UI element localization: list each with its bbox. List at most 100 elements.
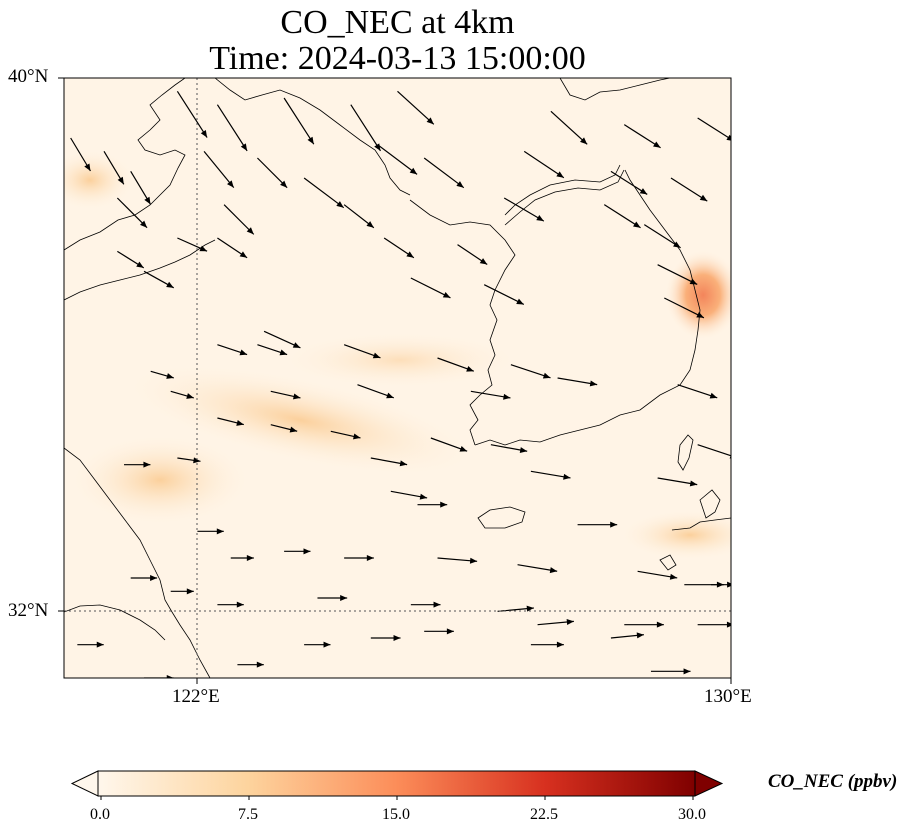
border-northkorea: [504, 169, 625, 226]
chart-title: CO_NEC at 4km: [280, 4, 515, 41]
wind-vector: [390, 490, 428, 500]
wind-vector: [530, 641, 564, 648]
wind-vector: [270, 390, 301, 400]
wind-vector: [170, 588, 194, 595]
wind-vector: [230, 555, 254, 561]
wind-vector: [710, 581, 731, 588]
island-kyushu: [699, 489, 721, 519]
co-patch-southeast: [620, 510, 731, 560]
coastline-korea-north: [504, 164, 621, 216]
wind-vector: [650, 668, 691, 675]
wind-vector: [343, 344, 381, 359]
coastline-northeast: [559, 78, 671, 101]
wind-vector: [170, 390, 194, 399]
wind-vector: [357, 682, 387, 688]
wind-vector: [503, 197, 545, 222]
wind-vector: [517, 564, 558, 574]
wind-vector: [483, 284, 525, 306]
wind-vector: [624, 621, 664, 628]
island-jeju: [477, 506, 526, 529]
wind-vector: [143, 270, 175, 289]
wind-vector: [203, 150, 235, 189]
co-band-north: [280, 332, 520, 388]
lon-label-130: 130°E: [704, 686, 752, 707]
wind-vector: [423, 157, 465, 189]
coastline-japan-west: [671, 517, 731, 531]
wind-vector: [370, 457, 408, 467]
wind-vector: [430, 437, 468, 452]
wind-vector: [217, 601, 244, 608]
wind-vector: [130, 575, 158, 581]
wind-vector: [417, 501, 448, 508]
wind-vector: [117, 250, 145, 269]
wind-vector: [304, 641, 331, 648]
island-goto: [659, 554, 677, 571]
wind-vector: [116, 197, 148, 229]
wind-vector: [103, 151, 125, 185]
coastline-korea-south: [474, 169, 701, 446]
coastlines: [64, 78, 731, 678]
wind-vector: [317, 595, 348, 601]
wind-vector: [643, 224, 681, 249]
wind-vector: [410, 601, 441, 608]
wind-vector: [270, 424, 298, 433]
colorbar-tick-2: 15.0: [382, 806, 410, 823]
coastline-china-east: [64, 447, 211, 678]
wind-vector: [657, 264, 698, 286]
wind-vector: [377, 144, 418, 175]
wind-vector: [130, 171, 152, 205]
wind-vector: [537, 619, 574, 626]
wind-vector: [437, 557, 478, 564]
wind-vector: [77, 641, 104, 648]
wind-vector: [383, 237, 415, 259]
colorbar-gradient: [98, 771, 695, 796]
co-hotspot-east: [665, 250, 731, 340]
wind-vector: [263, 330, 301, 349]
wind-vector: [257, 344, 288, 356]
island-tsushima: [677, 434, 694, 471]
colorbar: [70, 770, 724, 800]
wind-vector: [677, 384, 718, 399]
colorbar-tick-0: 0.0: [90, 806, 110, 823]
coastline-korea-west: [409, 199, 516, 446]
wind-vector: [150, 370, 174, 379]
wind-vector: [557, 377, 598, 387]
wind-vectors: [70, 90, 731, 688]
wind-vector: [70, 137, 91, 172]
lat-label-32: 32°N: [8, 600, 49, 621]
wind-vector: [510, 364, 551, 379]
wind-vector: [144, 675, 174, 678]
wind-vector: [330, 430, 361, 440]
chart-subtitle: Time: 2024-03-13 15:00:00: [209, 40, 586, 77]
wind-vector: [470, 390, 511, 400]
lon-label-122: 122°E: [172, 686, 220, 707]
co-patch-northwest: [64, 150, 135, 210]
wind-vector: [610, 632, 644, 639]
wind-vector: [397, 90, 435, 125]
wind-vector: [670, 177, 708, 202]
wind-vector: [637, 570, 678, 580]
colorbar-tick-4: 30.0: [678, 806, 706, 823]
coastline-liaodong: [64, 78, 186, 251]
wind-vector: [424, 628, 454, 635]
wind-vector: [223, 204, 255, 235]
lat-label-40: 40°N: [8, 66, 49, 87]
wind-vector: [410, 277, 451, 299]
wind-vector: [577, 521, 618, 528]
wind-vector: [176, 91, 208, 138]
wind-vector: [550, 110, 588, 145]
wind-vector: [217, 344, 248, 356]
map-frame: [63, 77, 732, 679]
colorbar-tick-1: 7.5: [238, 806, 258, 823]
wind-vector: [610, 170, 648, 195]
wind-vector: [657, 477, 698, 487]
wind-vector: [284, 548, 311, 555]
wind-vector: [217, 237, 248, 259]
wind-vector: [664, 297, 705, 319]
wind-vector: [344, 555, 374, 561]
wind-vector: [497, 605, 534, 612]
wind-vector: [257, 157, 288, 189]
wind-vector: [197, 528, 224, 535]
wind-vector: [697, 621, 731, 628]
